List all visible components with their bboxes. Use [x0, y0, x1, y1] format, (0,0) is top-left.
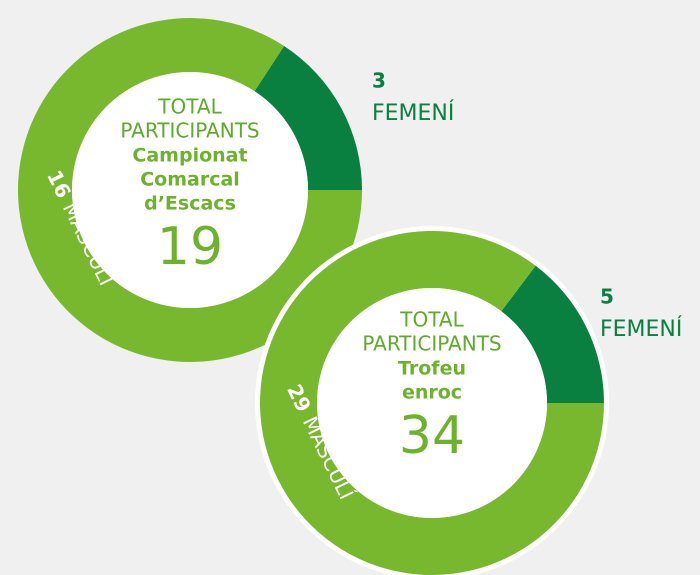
donut-segment — [501, 265, 604, 403]
center-disc — [72, 72, 308, 308]
femeni-value: 3 — [372, 69, 386, 93]
center-label: TOTAL — [399, 308, 464, 332]
center-title: d’Escacs — [144, 193, 236, 215]
center-title: Trofeu — [398, 358, 466, 380]
femeni-label: FEMENÍ — [372, 100, 454, 126]
center-title: Campionat — [132, 145, 247, 167]
total: 34 — [399, 406, 465, 466]
center-disc — [317, 288, 547, 518]
center-title: Comarcal — [140, 169, 240, 191]
donut-segment — [260, 231, 604, 575]
center-label: TOTAL — [157, 95, 222, 119]
center-title: enroc — [402, 382, 462, 404]
center-label: PARTICIPANTS — [120, 119, 259, 143]
center-label: PARTICIPANTS — [362, 332, 501, 356]
femeni-label: FEMENÍ — [600, 316, 682, 342]
total: 19 — [157, 217, 223, 277]
donut-segment — [17, 18, 362, 363]
donut-segment — [254, 46, 362, 190]
femeni-value: 5 — [600, 285, 614, 309]
